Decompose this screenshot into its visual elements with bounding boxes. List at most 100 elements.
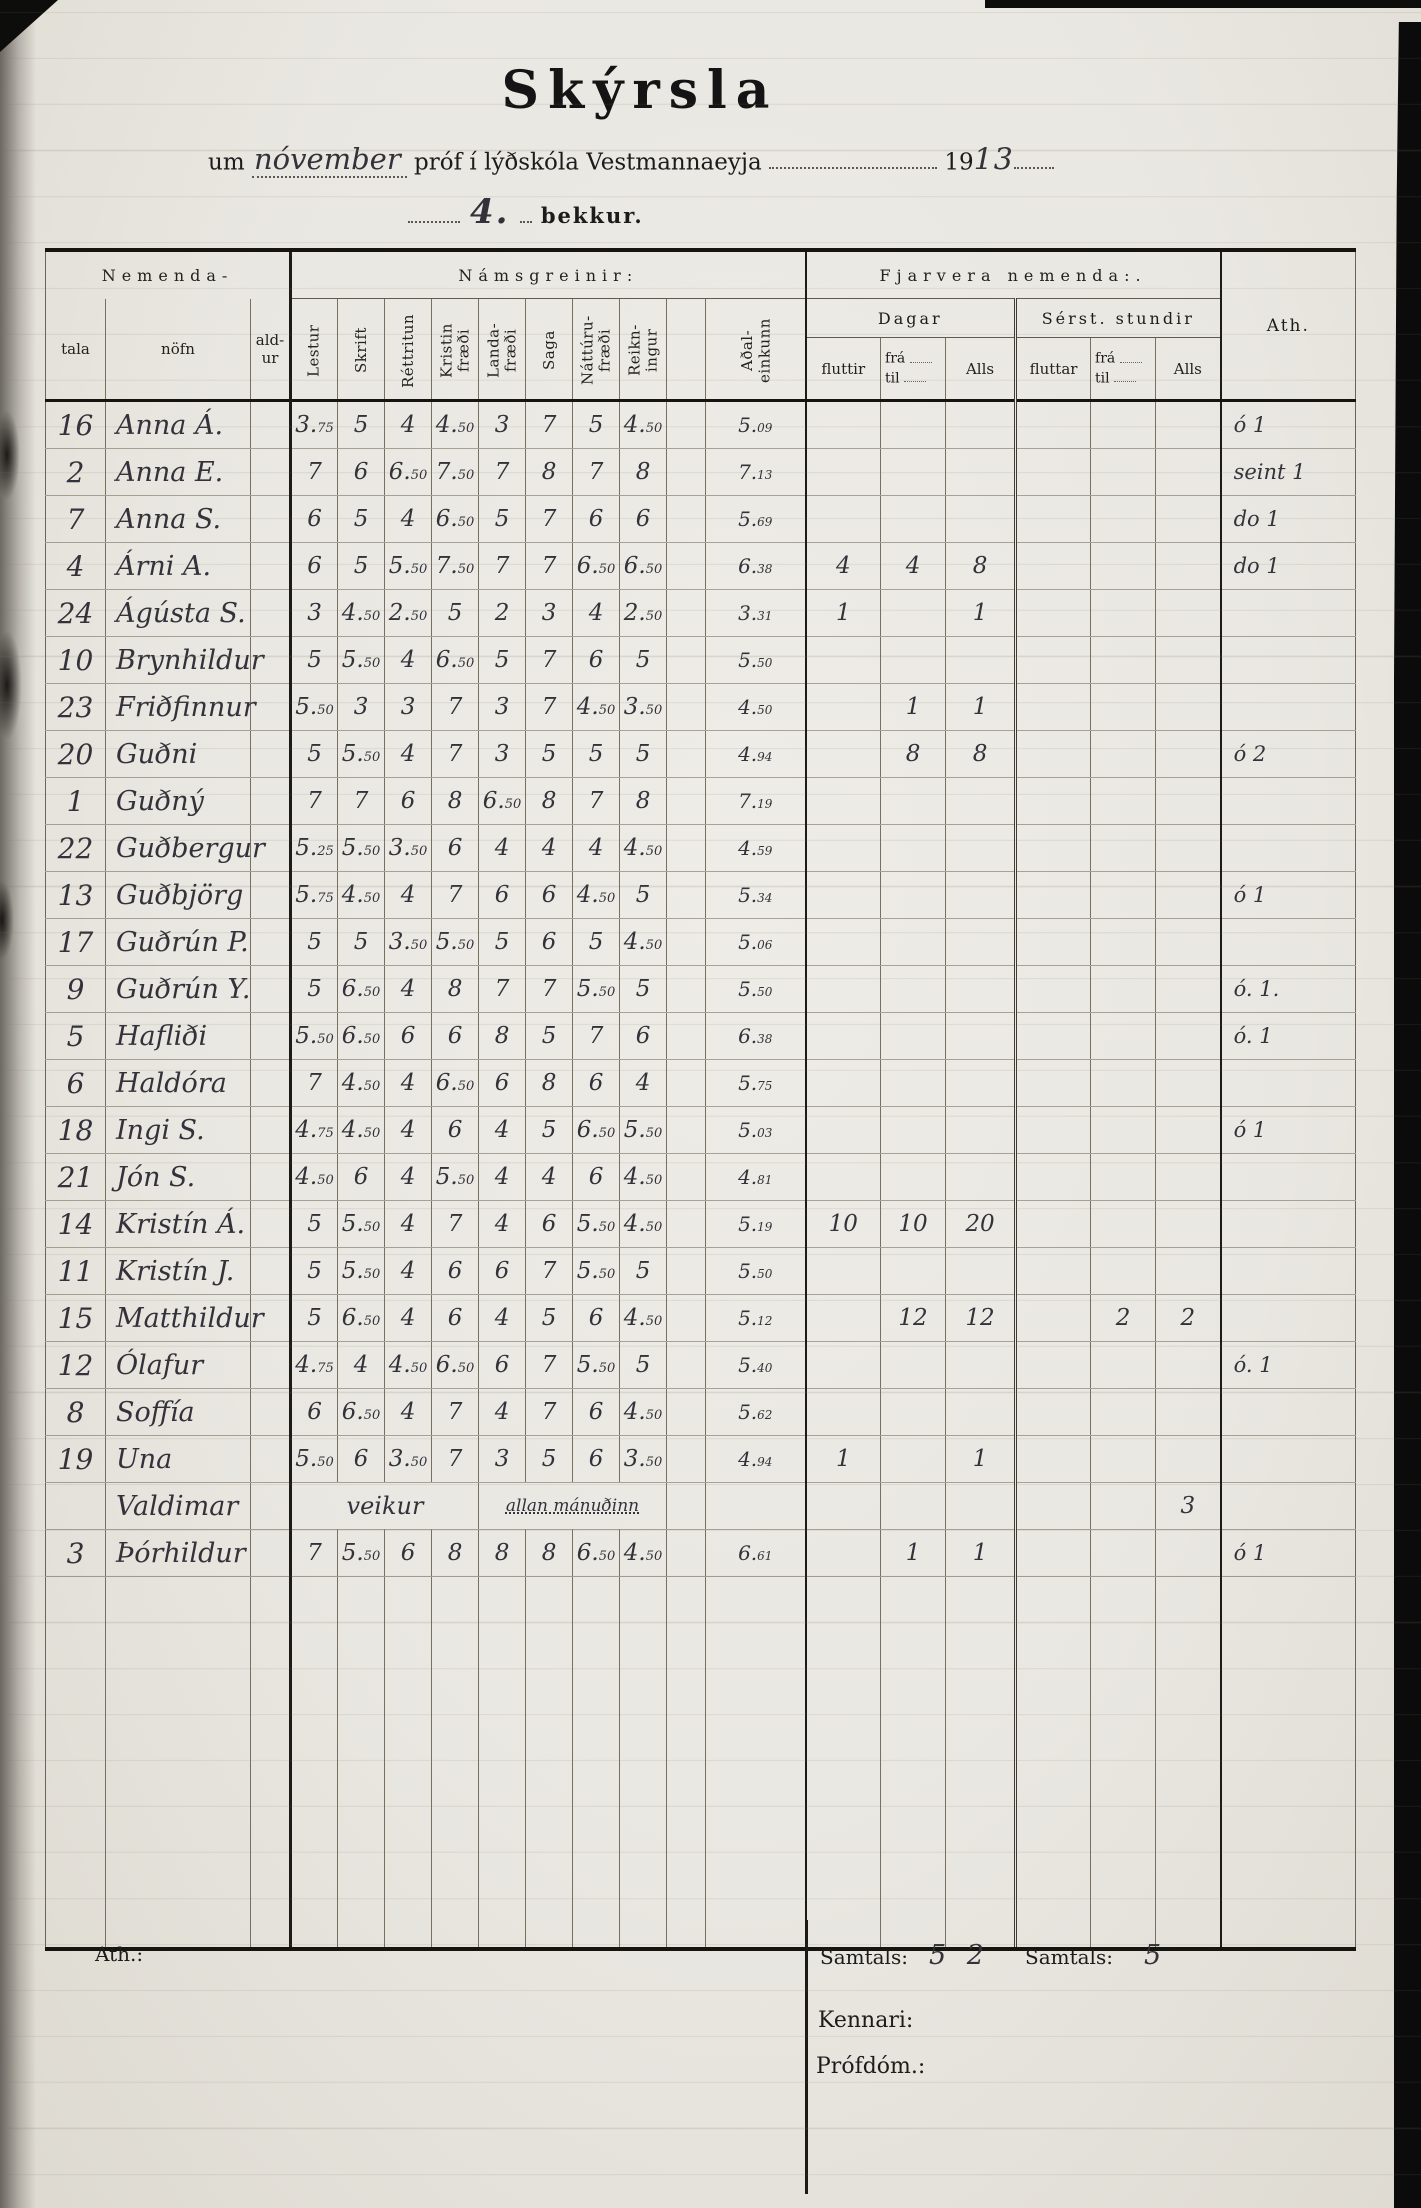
serst-fra-til-cell <box>1090 542 1156 590</box>
tala-cell: 10 <box>45 636 106 684</box>
name-cell: Guðrún P. <box>105 918 251 966</box>
grade-cell: 4.50 <box>572 683 620 731</box>
serst-fra-til-cell <box>1090 871 1156 919</box>
column-ath: Ath. <box>1219 250 1356 401</box>
footer-kennari-label: Kennari: <box>818 2008 914 2033</box>
dagar-fluttir-cell <box>804 1012 881 1060</box>
report-table: Nemenda- Námsgreinir: Fjarvera nemenda:.… <box>45 248 1357 1951</box>
grade-cell: 5 <box>289 918 338 966</box>
grade-cell: 6 <box>572 636 620 684</box>
student-row: 9 Guðrún Y. 5 6.50 4 8 7 7 5.50 5 5.50 ó. 1. <box>45 965 1356 1013</box>
grade-cell: 5 <box>289 730 338 778</box>
grade-cell: 4.75 <box>289 1341 338 1389</box>
dagar-fluttir-cell: 4 <box>804 542 881 590</box>
serst-alls-cell <box>1155 495 1221 543</box>
adaleinkunn-cell: 4.94 <box>705 730 806 778</box>
grade-cell: 3 <box>478 730 526 778</box>
dagar-fra-til-cell <box>880 1247 946 1295</box>
grade-cell: 5.50 <box>289 1435 338 1483</box>
blank-cell <box>666 1435 706 1483</box>
serst-fra-til-cell <box>1090 1482 1156 1530</box>
subtitle-line: um nóvember próf í lýðskóla Vestmannaeyj… <box>208 142 1218 179</box>
adaleinkunn-cell: 5.50 <box>705 1247 806 1295</box>
grade-cell: 7 <box>289 777 338 825</box>
grade-cell: 7 <box>431 1200 479 1248</box>
grade-cell: 3 <box>478 683 526 731</box>
serst-fluttar-cell <box>1014 1012 1091 1060</box>
fra-label: frá <box>1095 351 1116 367</box>
ath-cell <box>1219 1153 1356 1201</box>
blank-cell <box>666 730 706 778</box>
serst-fluttar-cell <box>1014 1106 1091 1154</box>
blank-cell <box>666 824 706 872</box>
name-cell: Matthildur <box>105 1294 264 1342</box>
blank-cell <box>666 542 706 590</box>
dagar-fra-til-cell <box>880 965 946 1013</box>
column-lestur: Lestur <box>290 298 338 401</box>
dagar-fluttir-cell <box>804 683 881 731</box>
grade-cell: 6 <box>431 1106 479 1154</box>
blank-cell <box>666 1059 706 1107</box>
name-cell: Þórhildur <box>105 1529 251 1577</box>
grade-cell: 8 <box>525 1529 573 1577</box>
serst-fra-til-cell <box>1090 1059 1156 1107</box>
aldur-cell <box>249 1059 291 1107</box>
grade-cell: 5.50 <box>572 1200 620 1248</box>
serst-fluttar-cell <box>1014 683 1091 731</box>
grade-cell: 4.50 <box>619 400 667 449</box>
grade-cell: 6.50 <box>619 542 667 590</box>
empty-cell <box>384 1576 432 1949</box>
blank-cell <box>666 777 706 825</box>
aldur-cell <box>249 542 291 590</box>
adaleinkunn-cell: 5.40 <box>705 1341 806 1389</box>
name-cell: Una <box>105 1435 251 1483</box>
dagar-alls-cell <box>945 918 1016 966</box>
adaleinkunn-cell: 5.50 <box>705 636 806 684</box>
tala-cell: 11 <box>45 1247 106 1295</box>
fra-label: frá <box>885 351 906 367</box>
filler-row <box>46 1576 1356 1949</box>
serst-alls-cell <box>1155 636 1221 684</box>
serst-fluttar-cell <box>1014 495 1091 543</box>
dagar-fluttir-cell <box>804 965 881 1013</box>
serst-alls-cell: 3 <box>1155 1482 1221 1530</box>
blank-cell <box>666 1529 706 1577</box>
ath-cell: seint 1 <box>1219 448 1356 496</box>
page-title: Skýrsla <box>501 60 779 121</box>
serst-fra-til-cell <box>1090 400 1156 449</box>
tala-cell: 2 <box>45 448 106 496</box>
footer-divider-line <box>805 1920 808 2194</box>
note-cell: allan mánuðinn <box>478 1482 667 1530</box>
blank-cell <box>666 871 706 919</box>
grade-cell: 5 <box>289 636 338 684</box>
serst-alls-cell <box>1155 1153 1221 1201</box>
serst-fluttar-cell <box>1014 448 1091 496</box>
ath-cell <box>1219 824 1356 872</box>
serst-fluttar-cell <box>1014 589 1091 637</box>
grade-cell: 5.50 <box>572 1341 620 1389</box>
student-row: 17 Guðrún P. 5 5 3.50 5.50 5 6 5 4.50 5.06 <box>45 918 1356 966</box>
serst-fluttar-cell <box>1014 965 1091 1013</box>
serst-alls-cell <box>1155 1059 1221 1107</box>
aldur-cell <box>249 1435 291 1483</box>
dagar-alls-cell: 8 <box>945 730 1016 778</box>
samtals-serst-value: 5 <box>1144 1940 1168 1971</box>
student-row: 3 Þórhildur 7 5.50 6 8 8 8 6.50 4.50 6.61 1 1 ó 1 <box>45 1529 1356 1577</box>
grade-cell: 8 <box>431 1529 479 1577</box>
dagar-alls-cell <box>945 871 1016 919</box>
grade-cell: 6.50 <box>431 1059 479 1107</box>
grade-cell: 4.50 <box>619 1200 667 1248</box>
grade-cell: 8 <box>431 777 479 825</box>
name-cell: Guðbjörg <box>105 871 251 919</box>
dagar-fra-til-cell <box>880 871 946 919</box>
serst-alls-cell <box>1155 730 1221 778</box>
aldur-cell <box>249 636 291 684</box>
grade-cell: 4.50 <box>619 1294 667 1342</box>
subgroup-dagar: Dagar <box>804 298 1016 338</box>
serst-fra-til-cell <box>1090 1247 1156 1295</box>
student-row: 11 Kristín J. 5 5.50 4 6 6 7 5.50 5 5.50 <box>45 1247 1356 1295</box>
empty-cell <box>880 1576 946 1949</box>
group-fjarvera: Fjarvera nemenda:. <box>804 250 1221 299</box>
empty-cell <box>478 1576 526 1949</box>
serst-fluttar-cell <box>1014 871 1091 919</box>
